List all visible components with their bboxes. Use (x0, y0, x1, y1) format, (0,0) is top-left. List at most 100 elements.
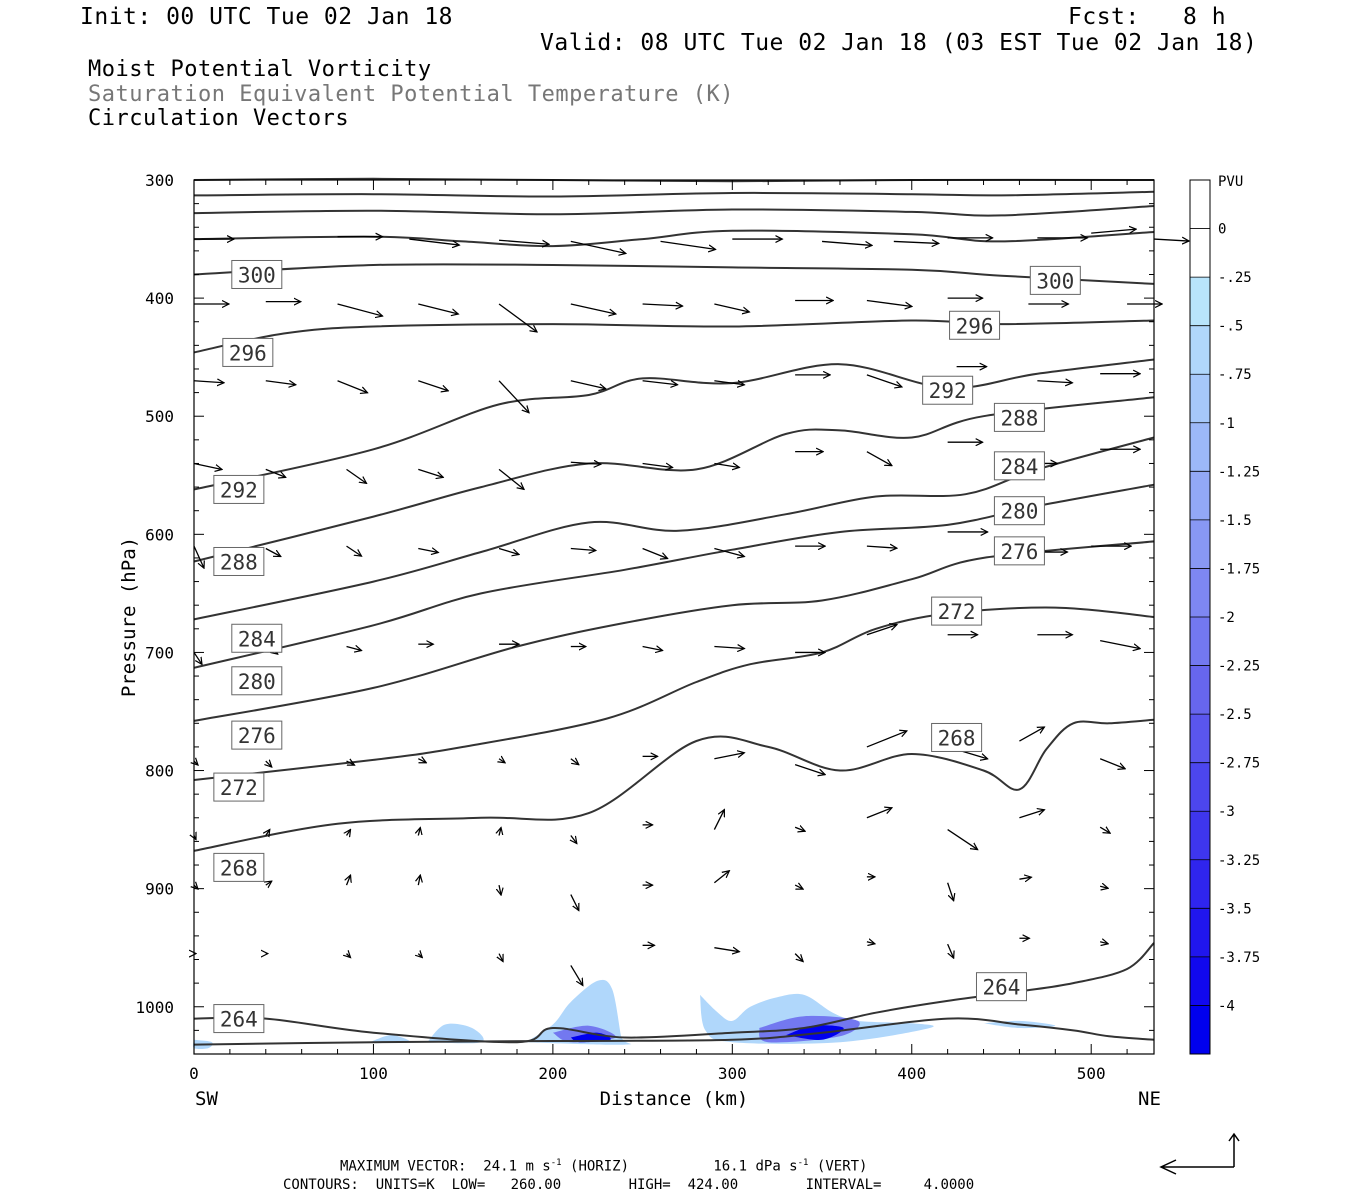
circulation-vector (821, 240, 872, 245)
circulation-vector (498, 468, 524, 489)
contour-label: 280 (1000, 500, 1038, 524)
circulation-vector (346, 468, 367, 483)
contour-label-box (213, 772, 265, 802)
circulation-vector (347, 954, 351, 958)
colorbar-swatch (1190, 908, 1210, 958)
theta-contours (193, 177, 1155, 1046)
y-tick-label: 300 (145, 171, 174, 190)
circulation-vector (866, 942, 875, 944)
max-vert-value: 16.1 dPa s (713, 1158, 798, 1175)
max-horiz-value: 24.1 m s (483, 1158, 551, 1175)
circulation-vector (570, 380, 606, 389)
circulation-vector (266, 761, 272, 767)
circulation-vector (347, 875, 351, 886)
contour-label: 272 (938, 600, 976, 624)
colorbar-swatch (1190, 325, 1210, 375)
circulation-vector (642, 304, 683, 306)
circulation-vector (713, 810, 724, 830)
circulation-vector (418, 875, 420, 886)
circulation-vector (866, 451, 892, 466)
x-tick-label: 100 (359, 1064, 388, 1083)
contour-label-box (1029, 265, 1081, 295)
circulation-vector (866, 374, 902, 387)
colorbar-label: 0 (1218, 222, 1226, 238)
colorbar-swatch (1190, 859, 1210, 909)
circulation-vector (194, 761, 198, 765)
theta-contour (193, 540, 1155, 722)
theta-contour (193, 263, 1155, 285)
theta-contour (193, 319, 1155, 354)
colorbar-swatch (1190, 180, 1210, 230)
circulation-vector (794, 953, 803, 962)
circulation-vector (714, 948, 739, 952)
circulation-vector (1099, 758, 1125, 769)
contour-label-box (231, 623, 283, 653)
circulation-vector (1153, 239, 1189, 241)
horiz-exponent: -1 (550, 1158, 562, 1168)
circulation-vector (1100, 639, 1140, 649)
colorbar-swatch (1190, 374, 1210, 424)
contour-label-box (213, 852, 265, 882)
circulation-vector (498, 547, 519, 554)
colorbar-label: -1.25 (1218, 464, 1260, 480)
circulation-vector (642, 647, 663, 651)
circulation-vector (409, 238, 459, 245)
contour-label-box (949, 310, 1001, 340)
colorbar-label: -3.5 (1218, 901, 1252, 917)
circulation-vector (1037, 381, 1072, 383)
colorbar-swatch (1190, 471, 1210, 521)
circulation-vector (346, 761, 355, 765)
colorbar-label: -3.25 (1218, 853, 1260, 869)
circulation-vector (265, 468, 286, 477)
reference-vector-icon (1159, 1132, 1240, 1175)
circulation-vector (866, 808, 892, 819)
contour-label: 272 (220, 776, 258, 800)
contour-label-box (213, 1004, 265, 1034)
colorbar-label: -2.25 (1218, 659, 1260, 675)
circulation-vector (499, 759, 505, 763)
contour-label-box (922, 375, 974, 405)
circulation-vector (570, 965, 583, 985)
circulation-vector (418, 954, 422, 958)
contour-label-box (975, 972, 1027, 1002)
x-tick-label: 200 (538, 1064, 567, 1083)
circulation-vector (642, 381, 678, 385)
circulation-vector (570, 462, 601, 464)
circulation-vector (794, 827, 805, 831)
contour-label-box (993, 496, 1045, 526)
theta-contour (193, 358, 1155, 491)
max-vector-label: MAXIMUM VECTOR: (340, 1158, 467, 1175)
valid-time: Valid: 08 UTC Tue 02 Jan 18 (03 EST Tue … (540, 30, 1258, 56)
colorbar-label: -1 (1218, 416, 1235, 432)
colorbar-label: -.75 (1218, 367, 1252, 383)
circulation-vector (866, 546, 897, 548)
x-axis-title: Distance (km) (600, 1088, 749, 1110)
theta-contour (193, 205, 1155, 217)
contour-label-box (931, 596, 983, 626)
y-tick-label: 1000 (135, 998, 174, 1017)
contour-label-box (993, 451, 1045, 481)
forecast-hour: 8 h (1183, 4, 1227, 30)
circulation-vector (347, 830, 351, 836)
colorbar-label: -3 (1218, 804, 1235, 820)
circulation-vector (346, 647, 362, 651)
circulation-vector (866, 625, 897, 636)
circulation-vector (346, 545, 362, 556)
vert-exponent: -1 (797, 1158, 809, 1168)
circulation-vector (714, 303, 749, 312)
circulation-vector (866, 731, 907, 748)
contour-label: 296 (229, 341, 267, 365)
contour-label-box (931, 722, 983, 752)
circulation-vectors (194, 229, 1189, 985)
theta-contour (193, 942, 1155, 1044)
contour-label-box (993, 536, 1045, 566)
circulation-vector (265, 381, 296, 385)
circulation-vector (714, 647, 744, 649)
colorbar-title: PVU (1218, 174, 1243, 190)
contour-label: 268 (220, 856, 258, 880)
contour-label: 284 (1000, 455, 1038, 479)
circulation-vector (418, 380, 448, 391)
circulation-vector (1019, 810, 1044, 819)
circulation-vector (660, 240, 716, 249)
contour-label: 284 (238, 627, 276, 651)
